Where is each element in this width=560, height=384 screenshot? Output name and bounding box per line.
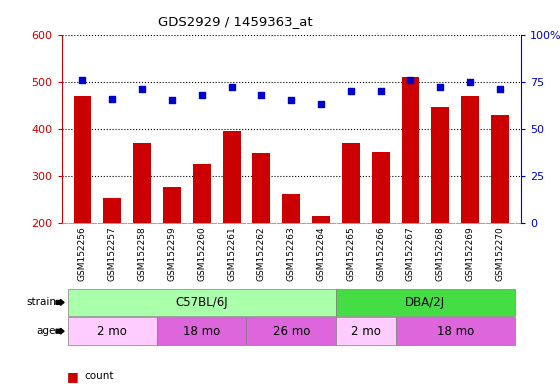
Bar — [104, 198, 121, 223]
FancyBboxPatch shape — [157, 317, 246, 345]
Point — [197, 92, 206, 98]
Text: age: age — [36, 326, 56, 336]
Text: GSM152267: GSM152267 — [406, 226, 415, 281]
Bar — [372, 152, 390, 223]
Point — [376, 88, 385, 94]
Point — [257, 92, 266, 98]
Text: GSM152266: GSM152266 — [376, 226, 385, 281]
Bar — [193, 164, 211, 223]
Point — [316, 101, 325, 107]
Bar — [253, 153, 270, 223]
Text: GSM152270: GSM152270 — [496, 226, 505, 281]
Text: GSM152257: GSM152257 — [108, 226, 117, 281]
FancyBboxPatch shape — [336, 289, 515, 316]
Text: GSM152260: GSM152260 — [197, 226, 206, 281]
Text: GDS2929 / 1459363_at: GDS2929 / 1459363_at — [158, 15, 312, 28]
FancyBboxPatch shape — [395, 317, 515, 345]
FancyBboxPatch shape — [246, 317, 336, 345]
Bar — [491, 114, 509, 223]
Text: GSM152258: GSM152258 — [138, 226, 147, 281]
Text: GSM152264: GSM152264 — [316, 226, 325, 281]
Text: GSM152268: GSM152268 — [436, 226, 445, 281]
FancyBboxPatch shape — [68, 317, 157, 345]
Bar — [73, 96, 91, 223]
Text: GSM152261: GSM152261 — [227, 226, 236, 281]
Bar — [282, 195, 300, 223]
Text: GSM152259: GSM152259 — [167, 226, 176, 281]
Text: GSM152265: GSM152265 — [346, 226, 356, 281]
Point — [138, 86, 147, 92]
Bar — [461, 96, 479, 223]
Point — [167, 98, 176, 104]
FancyBboxPatch shape — [68, 289, 336, 316]
Bar — [163, 187, 181, 223]
Point — [406, 77, 415, 83]
Text: strain: strain — [26, 297, 56, 308]
Bar — [223, 131, 240, 223]
Text: GSM152269: GSM152269 — [465, 226, 475, 281]
Text: count: count — [84, 371, 114, 381]
Point — [78, 77, 87, 83]
Text: 2 mo: 2 mo — [97, 325, 127, 338]
Text: 18 mo: 18 mo — [183, 325, 221, 338]
Text: 2 mo: 2 mo — [351, 325, 381, 338]
Text: GSM152262: GSM152262 — [257, 226, 266, 281]
Text: 26 mo: 26 mo — [273, 325, 310, 338]
Text: 18 mo: 18 mo — [437, 325, 474, 338]
FancyBboxPatch shape — [336, 317, 395, 345]
Text: GSM152256: GSM152256 — [78, 226, 87, 281]
Bar — [342, 143, 360, 223]
Text: DBA/2J: DBA/2J — [405, 296, 445, 309]
Bar — [133, 143, 151, 223]
Point — [227, 84, 236, 90]
Point — [496, 86, 505, 92]
Bar — [431, 108, 449, 223]
Point — [108, 96, 117, 102]
Text: C57BL/6J: C57BL/6J — [175, 296, 228, 309]
Bar — [402, 77, 419, 223]
Point — [465, 79, 474, 85]
Point — [346, 88, 355, 94]
Point — [436, 84, 445, 90]
Text: GSM152263: GSM152263 — [287, 226, 296, 281]
Text: ■: ■ — [67, 370, 79, 383]
Point — [287, 98, 296, 104]
Bar — [312, 216, 330, 223]
